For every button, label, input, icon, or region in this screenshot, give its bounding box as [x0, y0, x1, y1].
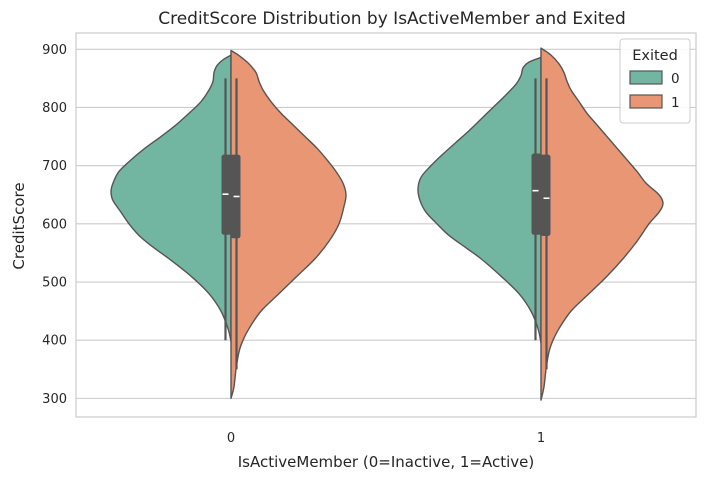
legend-label-1: 1 [671, 95, 680, 111]
violin-0-exited-0 [110, 54, 232, 343]
iqr-box-1-exited-1 [540, 154, 551, 236]
violins [110, 47, 664, 401]
y-tick-label-400: 400 [42, 334, 67, 349]
x-axis-label: IsActiveMember (0=Inactive, 1=Active) [238, 453, 535, 471]
violin-1-exited-1 [540, 47, 664, 401]
violin-0-exited-1 [230, 49, 347, 400]
x-tick-label-1: 1 [537, 431, 545, 446]
iqr-box-1-exited-0 [531, 153, 542, 235]
legend: Exited 0 1 [619, 38, 691, 124]
y-tick-label-900: 900 [42, 43, 67, 58]
y-axis-label: CreditScore [10, 182, 28, 269]
y-tick-label-600: 600 [42, 217, 67, 232]
legend-swatch-0 [629, 70, 663, 85]
y-tick-label-300: 300 [42, 392, 67, 407]
legend-swatch-1 [629, 94, 663, 109]
legend-title: Exited [632, 48, 678, 64]
y-tick-label-500: 500 [42, 276, 67, 291]
y-tick-label-800: 800 [42, 101, 67, 116]
plot-frame [75, 32, 697, 418]
violin-1-exited-0 [417, 56, 542, 344]
chart-title: CreditScore Distribution by IsActiveMemb… [158, 9, 626, 29]
legend-label-0: 0 [671, 71, 680, 87]
x-tick-label-0: 0 [227, 431, 235, 446]
y-tick-label-700: 700 [42, 159, 67, 174]
tick-labels: 300 400 500 600 700 800 900 0 1 [42, 43, 545, 446]
